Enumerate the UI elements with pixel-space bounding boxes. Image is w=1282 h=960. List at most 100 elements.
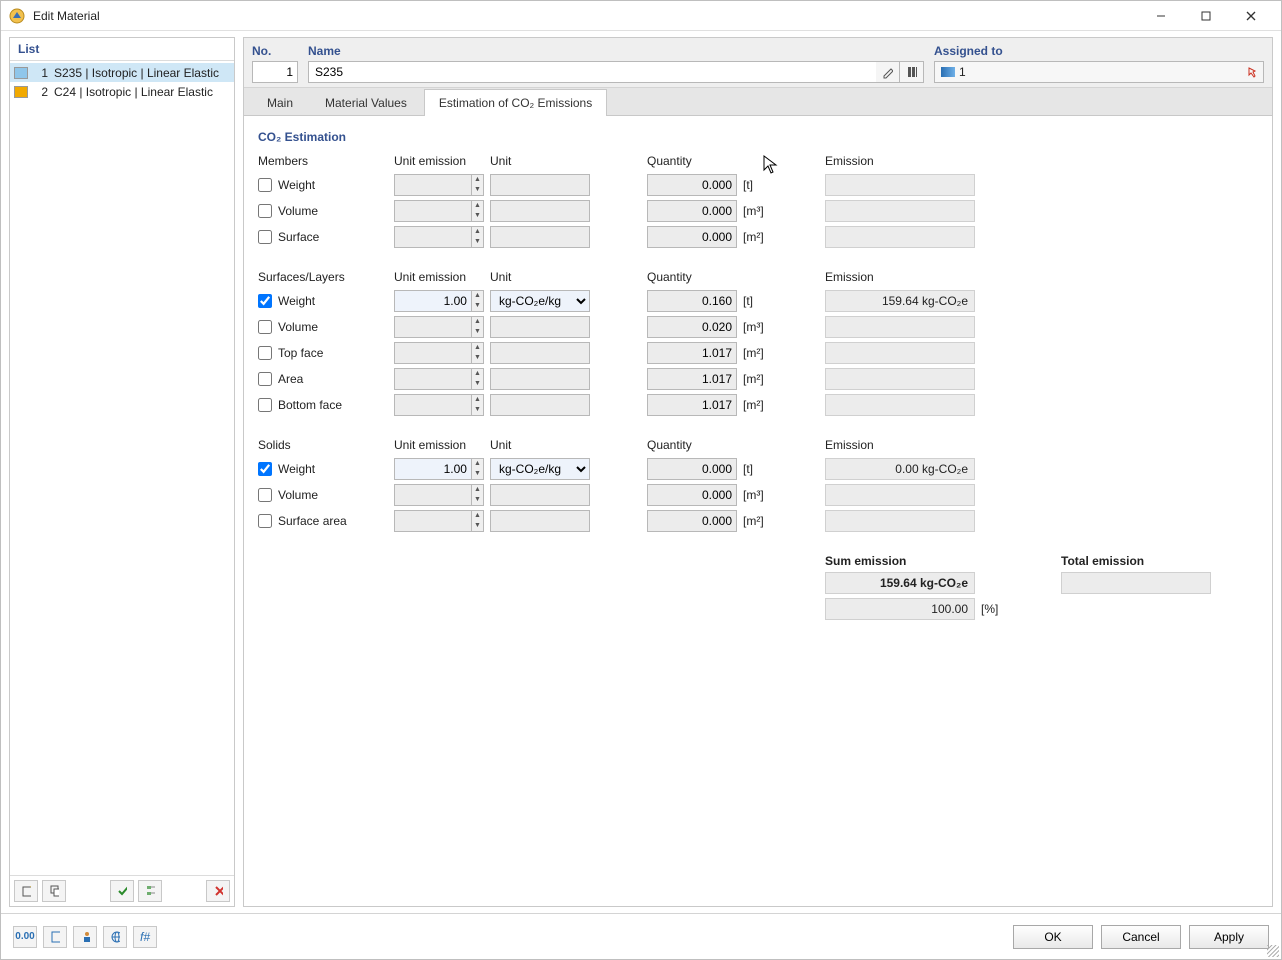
unit-select [490, 394, 590, 416]
globe-icon [110, 930, 120, 944]
row-check-volume[interactable]: Volume [258, 204, 388, 218]
sum-percent-value: 100.00 [825, 598, 975, 620]
material-list-panel: List 1 S235 | Isotropic | Linear Elastic… [9, 37, 235, 907]
checkbox[interactable] [258, 398, 272, 412]
edit-name-button[interactable] [876, 61, 900, 83]
quantity-input [647, 394, 737, 416]
checkbox[interactable] [258, 320, 272, 334]
function-button[interactable]: f# [133, 926, 157, 948]
quantity-input [647, 458, 737, 480]
quantity-input [647, 484, 737, 506]
list-item[interactable]: 1 S235 | Isotropic | Linear Elastic [10, 63, 234, 82]
spinner[interactable]: ▲▼ [472, 458, 484, 480]
delete-item-button[interactable] [206, 880, 230, 902]
unit-emission-input[interactable] [394, 290, 472, 312]
solids-grid: SolidsUnit emissionUnitQuantityEmissionW… [258, 438, 1258, 532]
row-check-volume[interactable]: Volume [258, 488, 388, 502]
row-check-weight[interactable]: Weight [258, 462, 388, 476]
col-unit-emission: Unit emission [394, 270, 484, 286]
checkbox[interactable] [258, 230, 272, 244]
col-unit: Unit [490, 438, 590, 454]
checkbox[interactable] [258, 462, 272, 476]
list-item-label: C24 | Isotropic | Linear Elastic [54, 85, 213, 99]
square-icon [50, 930, 60, 944]
new-item-button[interactable] [14, 880, 38, 902]
check-all-button[interactable] [110, 880, 134, 902]
tab-bar: Main Material Values Estimation of CO₂ E… [244, 87, 1272, 115]
row-check-top face[interactable]: Top face [258, 346, 388, 360]
minimize-button[interactable] [1138, 2, 1183, 30]
row-check-weight[interactable]: Weight [258, 178, 388, 192]
color-button[interactable] [43, 926, 67, 948]
col-unit-emission: Unit emission [394, 438, 484, 454]
color-swatch [14, 67, 28, 79]
quantity-input [647, 342, 737, 364]
row-check-surface[interactable]: Surface [258, 230, 388, 244]
maximize-button[interactable] [1183, 2, 1228, 30]
row-check-volume[interactable]: Volume [258, 320, 388, 334]
unit-emission-input[interactable] [394, 458, 472, 480]
unit-select [490, 226, 590, 248]
col-emission: Emission [825, 154, 975, 170]
spinner[interactable]: ▲▼ [472, 290, 484, 312]
quantity-unit: [m²] [743, 514, 773, 528]
checkbox[interactable] [258, 514, 272, 528]
row-check-weight[interactable]: Weight [258, 294, 388, 308]
unit-select [490, 200, 590, 222]
copy-item-button[interactable] [42, 880, 66, 902]
tree-button[interactable] [138, 880, 162, 902]
unit-select[interactable]: kg-CO₂e/kg [490, 290, 590, 312]
units-button[interactable]: 0.00 [13, 926, 37, 948]
unit-emission-input [394, 510, 472, 532]
name-input[interactable] [308, 61, 876, 83]
emission-value [825, 394, 975, 416]
row-check-surface area[interactable]: Surface area [258, 514, 388, 528]
row-label: Weight [278, 462, 315, 476]
tab-main[interactable]: Main [252, 89, 308, 116]
tab-co2-emissions[interactable]: Estimation of CO₂ Emissions [424, 89, 607, 116]
row-check-bottom face[interactable]: Bottom face [258, 398, 388, 412]
list-item[interactable]: 2 C24 | Isotropic | Linear Elastic [10, 82, 234, 101]
checkbox[interactable] [258, 294, 272, 308]
quantity-unit: [t] [743, 294, 773, 308]
checkbox[interactable] [258, 372, 272, 386]
checkbox[interactable] [258, 346, 272, 360]
resize-grip[interactable] [1267, 945, 1279, 957]
unit-emission-input [394, 394, 472, 416]
globe-button[interactable] [103, 926, 127, 948]
assigned-to-input[interactable]: 1 [934, 61, 1240, 83]
deps-button[interactable] [73, 926, 97, 948]
members-grid: MembersUnit emissionUnitQuantityEmission… [258, 154, 1258, 248]
no-input[interactable] [252, 61, 298, 83]
checkbox[interactable] [258, 488, 272, 502]
pick-assign-button[interactable] [1240, 61, 1264, 83]
group-title: Members [258, 154, 388, 170]
unit-emission-input [394, 316, 472, 338]
library-button[interactable] [900, 61, 924, 83]
row-label: Volume [278, 320, 318, 334]
unit-emission-input [394, 174, 472, 196]
apply-button[interactable]: Apply [1189, 925, 1269, 949]
quantity-unit: [m³] [743, 488, 773, 502]
close-button[interactable] [1228, 2, 1273, 30]
col-unit: Unit [490, 154, 590, 170]
cancel-button[interactable]: Cancel [1101, 925, 1181, 949]
quantity-input [647, 316, 737, 338]
color-swatch [14, 86, 28, 98]
group-title: Surfaces/Layers [258, 270, 388, 286]
quantity-unit: [m²] [743, 398, 773, 412]
checkbox[interactable] [258, 204, 272, 218]
new-icon [21, 884, 31, 898]
unit-select[interactable]: kg-CO₂e/kg [490, 458, 590, 480]
checkbox[interactable] [258, 178, 272, 192]
ok-button[interactable]: OK [1013, 925, 1093, 949]
quantity-input [647, 290, 737, 312]
row-label: Area [278, 372, 303, 386]
quantity-unit: [m²] [743, 346, 773, 360]
row-check-area[interactable]: Area [258, 372, 388, 386]
quantity-input [647, 174, 737, 196]
tab-material-values[interactable]: Material Values [310, 89, 422, 116]
row-label: Volume [278, 488, 318, 502]
sum-emission-value: 159.64 kg-CO₂e [825, 572, 975, 594]
row-label: Volume [278, 204, 318, 218]
